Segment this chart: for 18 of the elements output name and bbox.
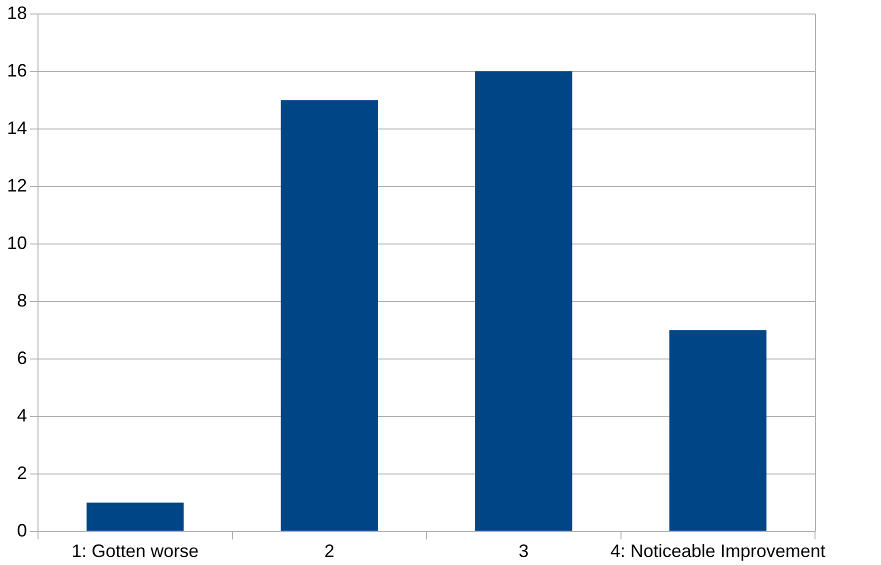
bar [86, 502, 184, 531]
y-tick-label: 18 [6, 2, 28, 23]
y-tick-label: 8 [17, 290, 28, 310]
y-tick-label: 12 [6, 175, 28, 196]
y-tick-label: 16 [6, 60, 28, 80]
y-tick-label: 10 [6, 232, 28, 253]
y-tick-label: 0 [17, 520, 28, 540]
bar [475, 71, 572, 531]
x-tick-label: 3 [518, 541, 529, 562]
y-tick-label: 2 [17, 462, 28, 483]
y-tick-label: 6 [17, 348, 28, 368]
bar [280, 100, 378, 531]
x-tick-label: 4: Noticeable Improvement [610, 541, 826, 562]
bar [669, 330, 766, 531]
y-tick-label: 4 [17, 405, 28, 426]
y-tick-label: 14 [6, 118, 28, 138]
x-tick-label: 1: Gotten worse [72, 541, 199, 562]
x-tick-label: 2 [324, 541, 334, 562]
